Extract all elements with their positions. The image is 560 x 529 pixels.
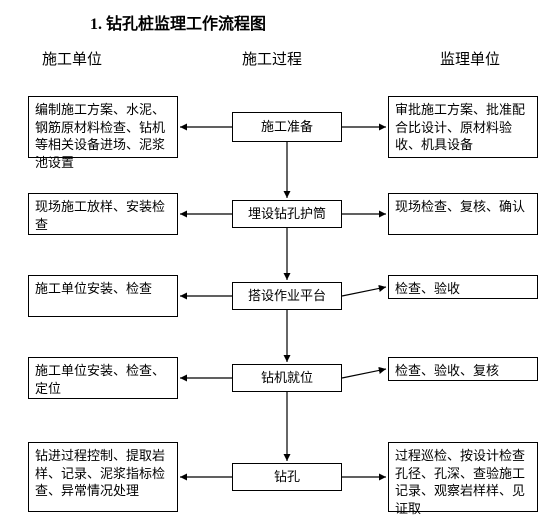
right-node-2: 检查、验收	[388, 275, 538, 299]
center-node-4: 钻孔	[232, 463, 342, 491]
left-node-3: 施工单位安装、检查、定位	[28, 357, 178, 399]
right-node-4: 过程巡检、按设计检查孔径、孔深、查验施工记录、观察岩样样、见证取	[388, 442, 538, 512]
col-header-center: 施工过程	[242, 48, 302, 69]
right-node-1: 现场检查、复核、确认	[388, 193, 538, 235]
left-node-4: 钻进过程控制、提取岩样、记录、泥浆指标检查、异常情况处理	[28, 442, 178, 512]
center-node-1: 埋设钻孔护筒	[232, 200, 342, 228]
col-header-left: 施工单位	[42, 48, 102, 69]
page-title: 1. 钻孔桩监理工作流程图	[90, 10, 266, 34]
right-node-3: 检查、验收、复核	[388, 357, 538, 381]
col-header-right: 监理单位	[440, 48, 500, 69]
left-node-1: 现场施工放样、安装检查	[28, 193, 178, 235]
center-node-2: 搭设作业平台	[232, 282, 342, 310]
left-node-2: 施工单位安装、检查	[28, 275, 178, 317]
center-node-3: 钻机就位	[232, 364, 342, 392]
right-node-0: 审批施工方案、批准配合比设计、原材料验收、机具设备	[388, 96, 538, 158]
left-node-0: 编制施工方案、水泥、钢筋原材料检查、钻机等相关设备进场、泥浆池设置	[28, 96, 178, 158]
center-node-0: 施工准备	[232, 112, 342, 142]
